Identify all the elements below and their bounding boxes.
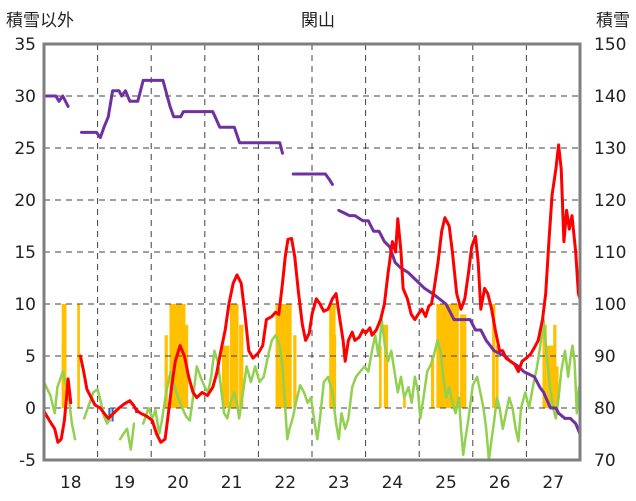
precip-bar — [275, 304, 292, 408]
right-tick-label: 150 — [594, 35, 626, 55]
small-bar — [108, 408, 111, 422]
left-tick-label: 35 — [14, 35, 36, 55]
secondary-line-line — [141, 318, 582, 462]
left-tick-label: 20 — [14, 191, 36, 211]
secondary-line-line — [82, 388, 111, 425]
precip-bar — [239, 324, 244, 408]
x-tick-label: 25 — [435, 473, 457, 493]
precip-bar — [333, 335, 337, 408]
snow-depth-line — [337, 208, 582, 436]
right-tick-label: 90 — [594, 347, 616, 367]
left-tick-label: 0 — [25, 399, 36, 419]
right-tick-label: 70 — [594, 451, 616, 471]
right-axis-label: 積雪 — [596, 11, 630, 31]
x-tick-label: 20 — [167, 473, 189, 493]
precip-bar — [492, 304, 496, 408]
snow-depth-line — [80, 78, 284, 155]
temperature-line — [78, 143, 582, 444]
left-tick-label: -5 — [19, 451, 36, 471]
precip-bar — [542, 324, 547, 408]
right-tick-label: 100 — [594, 295, 626, 315]
temperature-line — [42, 377, 73, 444]
left-tick-label: 30 — [14, 87, 36, 107]
snow-depth-line — [42, 94, 70, 108]
x-tick-label: 27 — [542, 473, 564, 493]
precip-bar — [379, 345, 382, 408]
left-tick-label: 10 — [14, 295, 36, 315]
precip-bar — [430, 356, 435, 408]
x-tick-label: 22 — [274, 473, 296, 493]
right-tick-label: 80 — [594, 399, 616, 419]
precip-bar — [553, 324, 557, 408]
x-tick-label: 24 — [382, 473, 404, 493]
precip-bar — [293, 335, 297, 408]
chart-title: 関山 — [301, 11, 335, 31]
precip-bar — [221, 345, 230, 408]
x-tick-label: 21 — [221, 473, 243, 493]
left-axis-label: 積雪以外 — [6, 11, 74, 31]
right-tick-label: 120 — [594, 191, 626, 211]
secondary-line-line — [118, 422, 136, 451]
x-tick-label: 19 — [114, 473, 136, 493]
x-tick-label: 23 — [328, 473, 350, 493]
series-lines — [42, 78, 582, 462]
x-tick-label: 18 — [60, 473, 82, 493]
right-tick-label: 140 — [594, 87, 626, 107]
precip-bar — [403, 397, 406, 408]
right-tick-label: 110 — [594, 243, 626, 263]
left-tick-label: 25 — [14, 139, 36, 159]
precip-bar — [555, 366, 559, 408]
left-tick-label: 5 — [25, 347, 36, 367]
precip-bar — [436, 304, 459, 408]
precip-bar — [495, 345, 499, 408]
precip-bar — [459, 314, 467, 408]
precip-bar — [164, 335, 168, 408]
secondary-line-line — [42, 370, 77, 441]
left-tick-label: 15 — [14, 243, 36, 263]
plot-frame — [42, 42, 582, 462]
right-tick-label: 130 — [594, 139, 626, 159]
precip-bar — [383, 324, 389, 408]
tick-labels: -5 0 5 10 15 20 25 30 35 70 80 90 100 110 120 130 140 150… — [14, 35, 626, 493]
precip-bar — [546, 345, 555, 408]
snow-depth-line — [291, 172, 334, 186]
x-tick-label: 26 — [489, 473, 511, 493]
